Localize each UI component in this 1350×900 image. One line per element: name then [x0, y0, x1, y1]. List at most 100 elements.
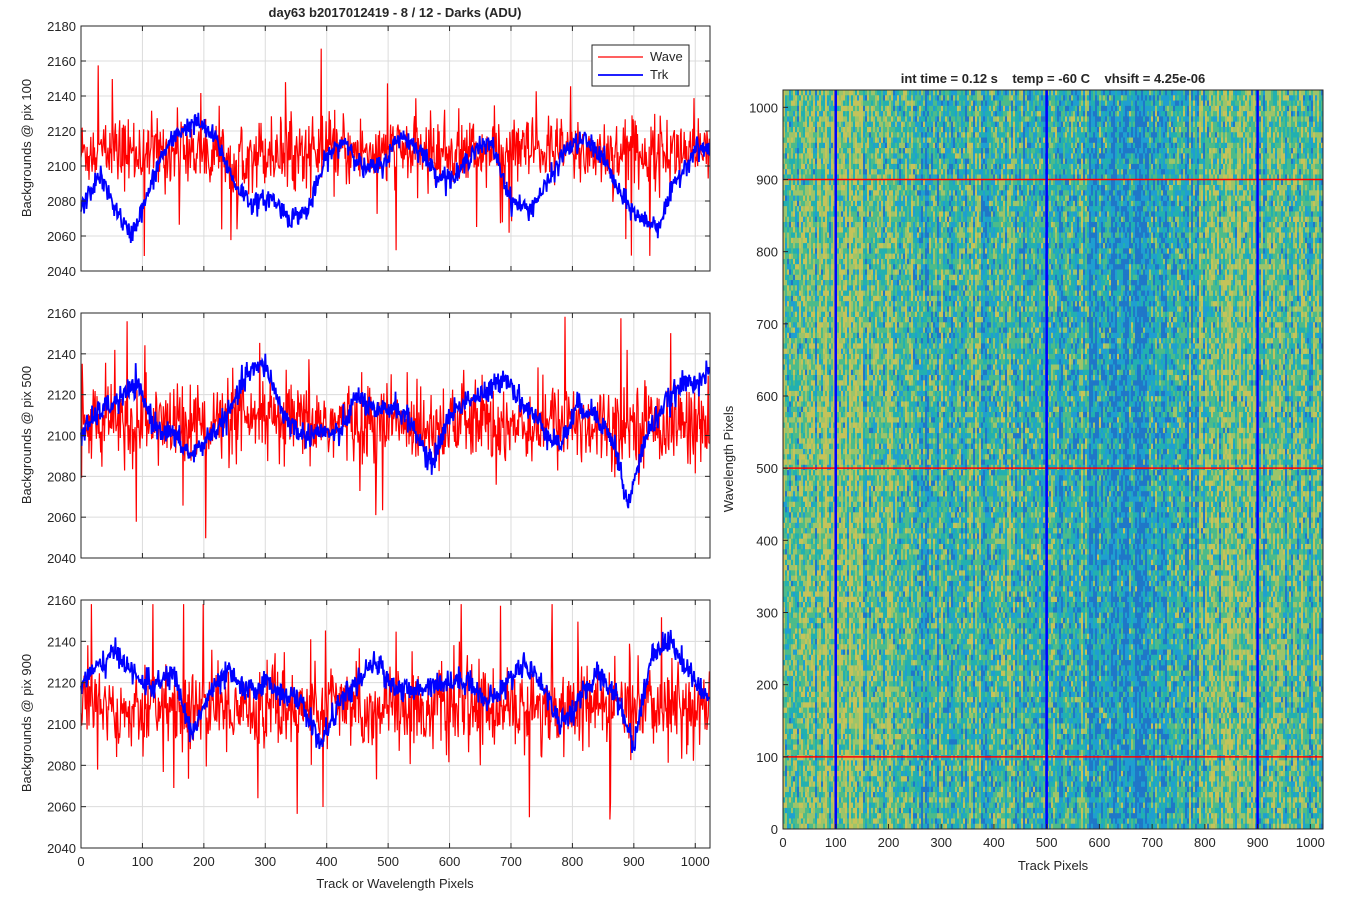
- heatmap-cell: [823, 349, 825, 355]
- heatmap-cell: [795, 417, 797, 423]
- heatmap-cell: [795, 781, 797, 787]
- heatmap-cell: [829, 676, 831, 682]
- heatmap-cell: [813, 634, 815, 640]
- heatmap-cell: [841, 264, 843, 270]
- heatmap-cell: [839, 317, 841, 323]
- heatmap-cell: [787, 259, 789, 265]
- heatmap-cell: [817, 597, 819, 603]
- heatmap-cell: [821, 148, 823, 154]
- heatmap-cell: [813, 296, 815, 302]
- heatmap-cell: [787, 792, 789, 798]
- heatmap-cell: [795, 576, 797, 582]
- heatmap-cell: [843, 428, 845, 434]
- heatmap-cell: [831, 333, 833, 339]
- heatmap-cell: [815, 496, 817, 502]
- heatmap-cell: [839, 512, 841, 518]
- heatmap-cell: [821, 824, 823, 830]
- heatmap-cell: [841, 269, 843, 275]
- heatmap-cell: [843, 127, 845, 133]
- heatmap-cell: [807, 354, 809, 360]
- heatmap-cell: [843, 486, 845, 492]
- heatmap-cell: [811, 291, 813, 297]
- heatmap-cell: [791, 364, 793, 370]
- heatmap-cell: [813, 111, 815, 117]
- heatmap-cell: [789, 280, 791, 286]
- heatmap-cell: [825, 233, 827, 239]
- heatmap-cell: [807, 190, 809, 196]
- heatmap-cell: [831, 370, 833, 376]
- heatmap-cell: [807, 523, 809, 529]
- heatmap-cell: [821, 723, 823, 729]
- heatmap-cell: [805, 523, 807, 529]
- heatmap-cell: [813, 122, 815, 128]
- heatmap-cell: [829, 650, 831, 656]
- heatmap-cell: [841, 570, 843, 576]
- heatmap-cell: [845, 359, 847, 365]
- heatmap-cell: [809, 370, 811, 376]
- heatmap-cell: [799, 401, 801, 407]
- y-tick-label: 2060: [47, 800, 76, 815]
- heatmap-cell: [845, 375, 847, 381]
- heatmap-cell: [789, 496, 791, 502]
- heatmap-cell: [809, 401, 811, 407]
- heatmap-cell: [821, 565, 823, 571]
- heatmap-cell: [825, 803, 827, 809]
- heatmap-cell: [819, 507, 821, 513]
- heatmap-cell: [831, 692, 833, 698]
- heatmap-cell: [803, 206, 805, 212]
- heatmap-cell: [793, 697, 795, 703]
- heatmap-cell: [815, 755, 817, 761]
- heatmap-cell: [805, 681, 807, 687]
- heatmap-cell: [805, 702, 807, 708]
- heatmap-cell: [813, 343, 815, 349]
- heatmap-cell: [807, 306, 809, 312]
- heatmap-cell: [837, 143, 839, 149]
- heatmap-cell: [819, 528, 821, 534]
- heatmap-cell: [797, 349, 799, 355]
- heatmap-cell: [837, 227, 839, 233]
- heatmap-cell: [793, 454, 795, 460]
- heatmap-cell: [795, 676, 797, 682]
- heatmap-cell: [799, 518, 801, 524]
- heatmap-cell: [825, 343, 827, 349]
- heatmap-cell: [827, 291, 829, 297]
- heatmap-cell: [801, 306, 803, 312]
- heatmap-cell: [785, 502, 787, 508]
- heatmap-cell: [813, 338, 815, 344]
- heatmap-cell: [827, 185, 829, 191]
- heatmap-cell: [789, 766, 791, 772]
- heatmap-cell: [841, 602, 843, 608]
- heatmap-cell: [843, 481, 845, 487]
- heatmap-cell: [827, 259, 829, 265]
- heatmap-cell: [793, 306, 795, 312]
- heatmap-cell: [843, 613, 845, 619]
- heatmap-cell: [847, 460, 849, 466]
- heatmap-cell: [811, 713, 813, 719]
- heatmap-cell: [787, 528, 789, 534]
- heatmap-cell: [793, 723, 795, 729]
- heatmap-cell: [829, 312, 831, 318]
- heatmap-cell: [803, 227, 805, 233]
- heatmap-cell: [793, 343, 795, 349]
- heatmap-cell: [793, 264, 795, 270]
- heatmap-cell: [825, 750, 827, 756]
- heatmap-cell: [791, 634, 793, 640]
- heatmap-cell: [805, 317, 807, 323]
- heatmap-cell: [839, 544, 841, 550]
- heatmap-cell: [789, 95, 791, 101]
- heatmap-cell: [823, 380, 825, 386]
- heatmap-cell: [837, 180, 839, 186]
- heatmap-cell: [787, 454, 789, 460]
- heatmap-cell: [831, 322, 833, 328]
- heatmap-cell: [813, 127, 815, 133]
- heatmap-cell: [807, 824, 809, 830]
- heatmap-cell: [795, 222, 797, 228]
- heatmap-cell: [817, 660, 819, 666]
- heatmap-cell: [789, 364, 791, 370]
- heatmap-cell: [829, 296, 831, 302]
- heatmap-cell: [789, 127, 791, 133]
- heatmap-cell: [811, 248, 813, 254]
- heatmap-cell: [847, 628, 849, 634]
- heatmap-cell: [787, 159, 789, 165]
- heatmap-cell: [807, 586, 809, 592]
